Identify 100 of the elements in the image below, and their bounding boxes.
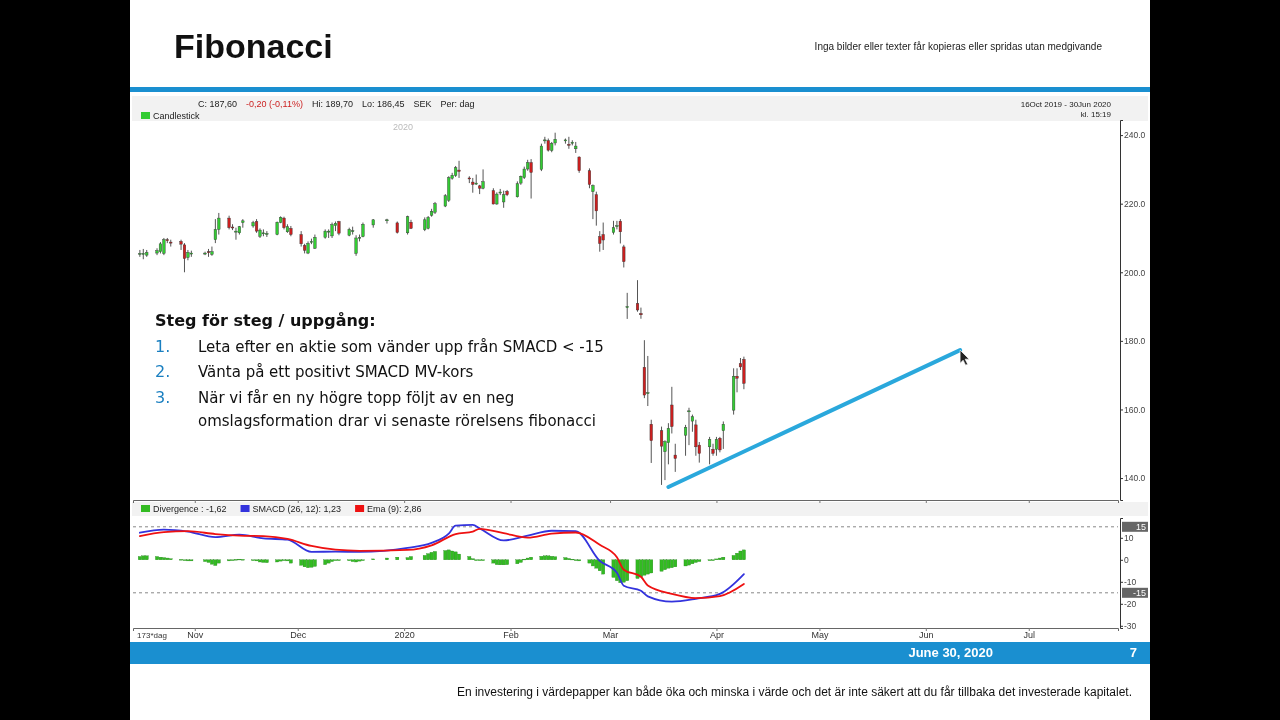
annotation: Leta efter en aktie som vänder upp från SMACD < -15 (198, 338, 604, 356)
bar (587, 559, 592, 564)
bar (313, 559, 317, 567)
bar (299, 559, 303, 566)
text: Lo: 186,45 (361, 99, 405, 109)
bar (405, 557, 410, 560)
annotation: 2020 (392, 122, 414, 132)
bar (742, 549, 746, 560)
bar (265, 559, 269, 563)
bar (683, 559, 688, 567)
candlestick (708, 436, 712, 465)
bar (422, 555, 427, 560)
annotation: 1. (155, 337, 171, 356)
text: 16Oct 2019 - 30Jun 2020 (1020, 100, 1112, 109)
bar (210, 559, 214, 565)
candlestick (539, 143, 543, 172)
y-tick-label: 220.0 (1124, 198, 1146, 209)
bar (213, 559, 218, 566)
bar (158, 557, 163, 560)
bar (663, 559, 667, 570)
candlestick (182, 242, 186, 273)
text: En investering i värdepapper kan både öka och minska i värde och det är inte säkert att du får tillbaka det investerade kapitalet. (456, 685, 1132, 699)
bar (591, 559, 595, 567)
candlestick (742, 356, 746, 390)
y-tick-label: -20 (1124, 599, 1137, 610)
y-tick-label: -10 (1124, 577, 1137, 588)
bar (289, 559, 293, 564)
bar (395, 557, 400, 560)
bar (217, 559, 221, 564)
legend-label: SMACD (26, 12): 1,23 (252, 504, 342, 514)
bar (258, 559, 262, 563)
bar (453, 551, 458, 560)
legend-label: Ema (9): 2,86 (367, 504, 422, 514)
y-tick-label: 10 (1124, 533, 1134, 544)
bar (498, 559, 502, 566)
bar (690, 559, 695, 564)
text: Hi: 189,70 (311, 99, 353, 109)
text: Per: dag (440, 99, 475, 109)
text: kl. 15:19 (1080, 110, 1112, 119)
candlestick (625, 292, 629, 320)
x-tick-label: Mar (602, 630, 619, 641)
chart-title: Fibonacci (174, 27, 333, 65)
candlestick (714, 436, 718, 457)
bar (515, 559, 520, 564)
bar (563, 557, 568, 560)
bar (491, 559, 496, 564)
bar (505, 559, 509, 565)
bar (649, 559, 653, 574)
annotation: Vänta på ett positivt SMACD MV-kors (198, 363, 474, 381)
candlestick (265, 230, 269, 238)
annotation: 3. (155, 388, 171, 407)
annotation: Steg för steg / uppgång: (155, 311, 376, 330)
y-tick-label: 160.0 (1124, 404, 1146, 415)
bar (666, 559, 671, 569)
bar (529, 557, 533, 560)
text: Inga bilder eller texter får kopieras eller spridas utan medgivande (814, 41, 1103, 52)
text: -0,20 (-0,11%) (246, 99, 303, 109)
text: C: 187,60 (198, 99, 238, 109)
bar (467, 556, 472, 560)
bar (546, 555, 551, 560)
x-tick-label: Jul (1023, 630, 1036, 641)
x-tick-label: Jun (919, 630, 934, 641)
bar (206, 559, 211, 563)
candlestick (618, 218, 622, 244)
bar (409, 556, 413, 560)
bar (443, 550, 448, 560)
bar (138, 556, 142, 560)
bar (594, 559, 599, 569)
candlestick (646, 355, 650, 407)
bar (731, 555, 736, 560)
candlestick (622, 244, 626, 268)
x-tick-label: Nov (187, 630, 204, 641)
y-tick-label: 200.0 (1124, 267, 1146, 278)
annotation: När vi får en ny högre topp följt av en neg (198, 389, 515, 407)
y-tick-label: 240.0 (1124, 130, 1146, 141)
candlestick (721, 420, 725, 450)
candlestick (447, 175, 451, 203)
bar (673, 559, 678, 567)
x-tick-label: 2020 (394, 630, 415, 641)
bar (155, 556, 159, 560)
bar (354, 559, 358, 563)
ref-line-label: 15 (1135, 522, 1146, 533)
bar (646, 559, 650, 575)
annotation: 2. (155, 362, 171, 381)
bar (659, 559, 664, 572)
bar (141, 555, 146, 560)
bar (501, 559, 506, 566)
x-tick-label: Feb (503, 630, 519, 641)
text: 7 (1129, 645, 1137, 660)
bar (261, 559, 266, 563)
y-tick-label: 180.0 (1124, 336, 1146, 347)
bar (323, 559, 327, 565)
y-tick-label: 0 (1124, 555, 1129, 566)
bar (144, 555, 149, 560)
bar (539, 556, 544, 560)
bar (549, 556, 554, 560)
x-tick-label: Apr (709, 630, 724, 641)
candlestick (385, 218, 389, 225)
bar (543, 555, 547, 560)
bar (433, 551, 437, 560)
